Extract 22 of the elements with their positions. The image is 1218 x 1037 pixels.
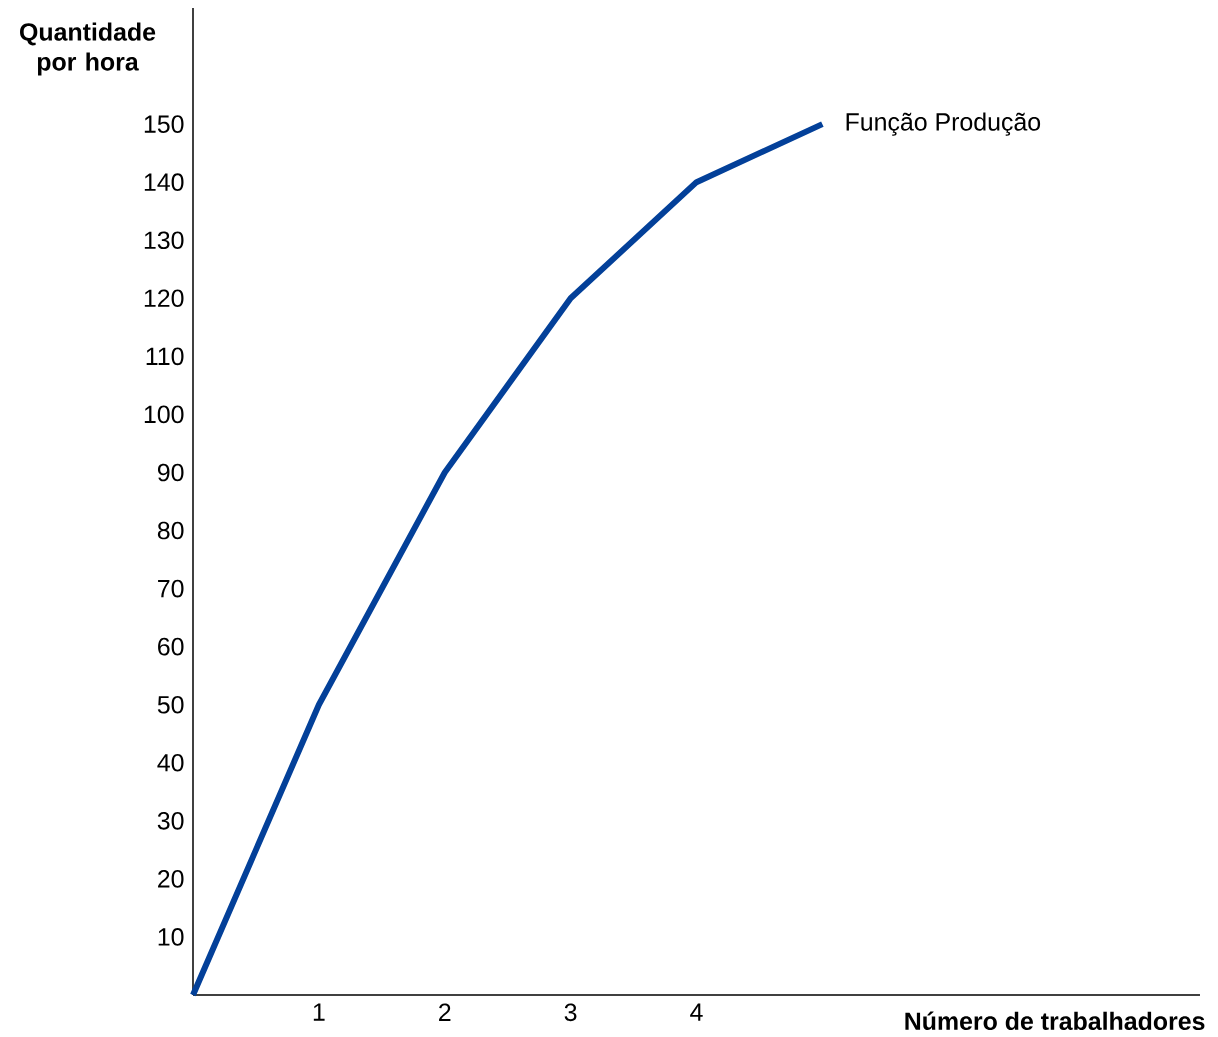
y-tick-label: 50	[157, 695, 184, 714]
y-tick-label: 70	[158, 579, 184, 598]
y-tick-label: 130	[144, 231, 184, 250]
y-tick-label: 20	[158, 870, 184, 888]
y-tick-label: 110	[146, 347, 184, 366]
y-tick-label: 10	[158, 928, 184, 946]
y-tick-label: 150	[144, 115, 184, 133]
y-tick-label: 120	[144, 289, 184, 308]
y-tick-label: 60	[158, 637, 184, 656]
y-tick-label: 140	[144, 173, 184, 191]
x-tick-label: 4	[690, 1003, 703, 1021]
x-axis-title: Número de trabalhadores	[905, 1011, 1205, 1031]
y-tick-label: 30	[157, 812, 184, 830]
x-tick-label: 2	[439, 1003, 451, 1021]
x-tick-label: 3	[564, 1003, 577, 1022]
y-tick-label: 40	[157, 753, 184, 772]
x-tick-label: 1	[313, 1003, 325, 1021]
y-axis-title: Quantidade por hora	[20, 22, 156, 76]
annotation: Função Produção	[846, 112, 1041, 136]
y-tick-label: 90	[157, 463, 184, 482]
y-tick-label: 80	[157, 521, 184, 540]
y-tick-label: 100	[144, 405, 184, 424]
